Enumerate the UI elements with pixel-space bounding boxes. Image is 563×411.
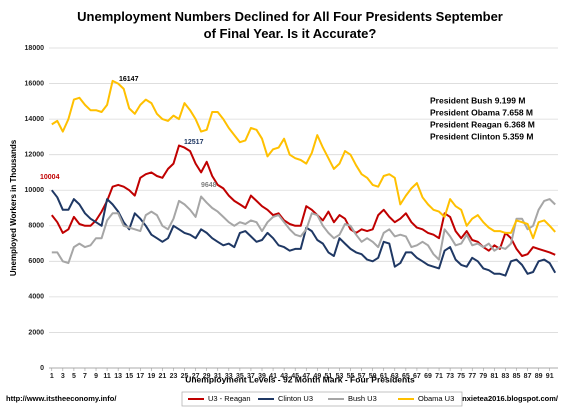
x-tick-label: 67 <box>413 373 421 380</box>
y-tick-label: 8000 <box>28 223 44 230</box>
x-tick-label: 55 <box>347 373 355 380</box>
legend-label: Obama U3 <box>418 394 454 403</box>
x-tick-label: 51 <box>324 373 332 380</box>
x-axis-label: Unemployment Levels - 92 Month Mark - Fo… <box>185 374 415 384</box>
x-tick-label: 47 <box>302 373 310 380</box>
x-tick-label: 21 <box>159 373 167 380</box>
point-label: 9648 <box>201 182 217 189</box>
y-tick-label: 2000 <box>28 329 44 336</box>
point-label: 16147 <box>119 76 139 83</box>
series-line <box>51 144 556 257</box>
x-tick-label: 75 <box>457 373 465 380</box>
point-label: 12517 <box>184 139 204 146</box>
x-tick-label: 25 <box>181 373 189 380</box>
annotation: President Bush 9.199 M <box>430 95 525 105</box>
x-tick-label: 89 <box>535 373 543 380</box>
x-tick-label: 17 <box>136 373 144 380</box>
x-tick-label: 35 <box>236 373 244 380</box>
x-tick-label: 49 <box>313 373 321 380</box>
legend-box <box>181 391 463 407</box>
x-tick-label: 23 <box>170 373 178 380</box>
series-line <box>51 79 556 240</box>
x-tick-label: 91 <box>546 373 554 380</box>
chart-title: Unemployment Numbers Declined for All Fo… <box>77 9 503 41</box>
point-label: 10004 <box>40 174 60 181</box>
y-tick-label: 16000 <box>25 80 45 87</box>
x-tick-label: 73 <box>446 373 454 380</box>
x-tick-label: 39 <box>258 373 266 380</box>
x-tick-label: 61 <box>380 373 388 380</box>
x-tick-label: 43 <box>280 373 288 380</box>
x-tick-label: 57 <box>358 373 366 380</box>
x-tick-label: 9 <box>94 373 98 380</box>
x-tick-label: 29 <box>203 373 211 380</box>
x-tick-label: 37 <box>247 373 255 380</box>
y-tick-label: 10000 <box>25 187 45 194</box>
x-tick-label: 27 <box>192 373 200 380</box>
x-tick-label: 7 <box>83 373 87 380</box>
x-tick-label: 19 <box>147 373 155 380</box>
x-tick-label: 3 <box>61 373 65 380</box>
footer-source: http://anxietea2016.blogspot.com/ <box>437 394 559 403</box>
x-tick-label: 33 <box>225 373 233 380</box>
y-tick-label: 6000 <box>28 258 44 265</box>
x-tick-label: 85 <box>513 373 521 380</box>
x-tick-label: 41 <box>269 373 277 380</box>
x-tick-label: 1 <box>50 373 54 380</box>
x-tick-label: 59 <box>369 373 377 380</box>
x-tick-label: 11 <box>103 373 111 380</box>
x-tick-label: 31 <box>214 373 222 380</box>
series-line <box>51 189 557 277</box>
x-tick-label: 13 <box>114 373 122 380</box>
x-tick-label: 53 <box>336 373 344 380</box>
legend-label: U3 - Reagan <box>208 394 251 403</box>
y-axis-label: Unemployed Workers in Thousands <box>9 139 18 276</box>
y-tick-label: 18000 <box>25 45 45 52</box>
x-tick-label: 83 <box>502 373 510 380</box>
footer-source: http://www.itstheeconomy.info/ <box>6 394 117 403</box>
annotation: President Clinton 5.359 M <box>430 131 533 141</box>
x-tick-label: 69 <box>424 373 432 380</box>
y-tick-label: 4000 <box>28 294 44 301</box>
x-tick-label: 15 <box>125 373 133 380</box>
x-tick-label: 71 <box>435 373 443 380</box>
annotation: President Reagan 6.368 M <box>430 119 535 129</box>
x-tick-label: 81 <box>490 373 498 380</box>
legend-label: Bush U3 <box>348 394 377 403</box>
x-tick-label: 5 <box>72 373 76 380</box>
y-tick-label: 12000 <box>25 152 45 159</box>
y-tick-label: 0 <box>40 365 44 372</box>
y-tick-label: 14000 <box>25 116 45 123</box>
series-line <box>51 195 556 265</box>
x-tick-label: 79 <box>479 373 487 380</box>
annotation: President Obama 7.658 M <box>430 107 533 117</box>
x-tick-label: 45 <box>291 373 299 380</box>
x-tick-label: 77 <box>468 373 476 380</box>
x-tick-label: 63 <box>391 373 399 380</box>
x-tick-label: 65 <box>402 373 410 380</box>
x-tick-label: 87 <box>524 373 532 380</box>
legend-label: Clinton U3 <box>278 394 313 403</box>
